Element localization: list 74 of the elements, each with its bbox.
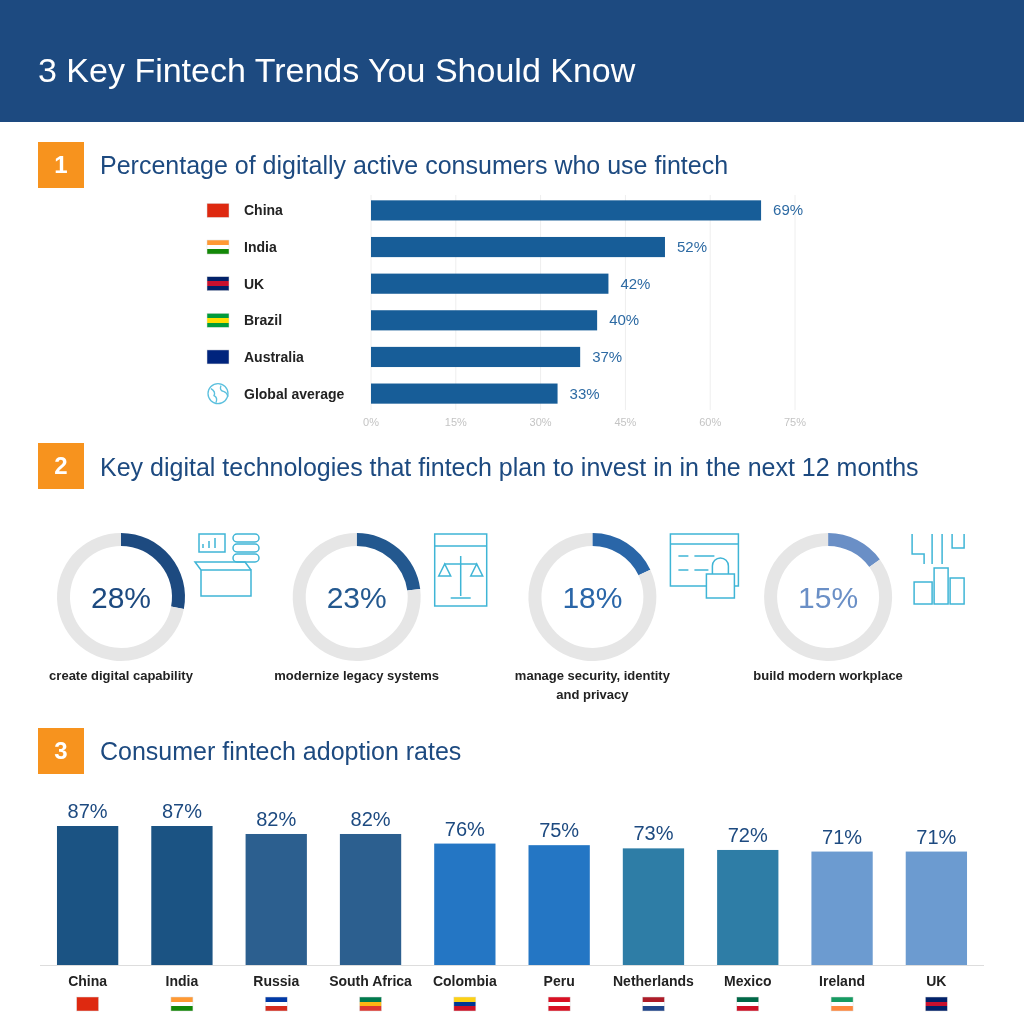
data-label: 33% [569, 384, 600, 402]
x-tick-label: UK [926, 973, 947, 989]
x-tick-label: Russia [253, 973, 300, 989]
x-tick-label: Netherlands [613, 973, 695, 989]
data-label: 76% [444, 817, 486, 840]
x-tick-label: Colombia [432, 973, 497, 989]
text: 18% [562, 581, 623, 614]
bar [622, 848, 685, 965]
x-tick-label: China [68, 973, 108, 989]
data-label: 52% [676, 238, 707, 256]
data-label: 71% [916, 825, 957, 848]
y-tick-label: UK [244, 275, 265, 292]
text: Key digital technologies that fintech plan to invest in in the next 12 months [100, 453, 919, 481]
y-tick-label: China [244, 202, 284, 219]
data-label: 69% [773, 201, 804, 219]
x-tick-label: 60% [699, 416, 722, 428]
data-label: 82% [350, 807, 391, 830]
bar [371, 383, 558, 404]
text: build modern workplace [753, 668, 903, 683]
text: manage security, identity and privacy [514, 668, 671, 702]
donut-slice [57, 533, 184, 661]
text: create digital capability [49, 668, 194, 683]
donut-slice [292, 533, 421, 661]
x-tick-label: 75% [783, 416, 807, 428]
bar [151, 826, 213, 965]
bar [371, 273, 609, 294]
text: 28% [90, 581, 152, 614]
text: 3 [54, 737, 68, 764]
y-tick-label: India [244, 239, 277, 256]
bar [434, 843, 496, 965]
donut-slice [592, 533, 651, 576]
bar [339, 833, 402, 965]
bar [528, 845, 590, 965]
text: 2 [54, 452, 68, 479]
x-tick-label: South Africa [329, 973, 413, 989]
x-tick-label: Ireland [819, 973, 866, 989]
x-tick-label: 45% [614, 416, 637, 428]
x-tick-label: 15% [444, 416, 468, 428]
donut-slice [528, 533, 657, 661]
x-tick-label: Mexico [724, 973, 772, 989]
bar [811, 851, 873, 965]
data-label: 72% [727, 823, 768, 846]
data-label: 87% [67, 800, 108, 822]
data-label: 40% [609, 311, 640, 329]
text: 1 [54, 151, 68, 178]
data-label: 75% [539, 819, 580, 842]
bar [905, 851, 968, 965]
data-label: 42% [620, 274, 651, 292]
data-label: 87% [161, 800, 203, 822]
chart-title: Consumer fintech adoption rates [100, 737, 462, 765]
bar [56, 826, 119, 965]
x-tick-label: 30% [529, 416, 552, 428]
text: modernize legacy systems [274, 668, 440, 683]
y-tick-label: Australia [244, 348, 305, 365]
data-label: 37% [592, 347, 623, 365]
y-tick-label: Brazil [244, 312, 283, 329]
bar [371, 310, 598, 331]
data-label: 73% [633, 822, 674, 845]
y-tick-label: Global average [244, 385, 345, 402]
bar [245, 833, 307, 965]
bar [371, 200, 762, 221]
text: 3 Key Fintech Trends You Should Know [38, 51, 636, 89]
bar [371, 346, 581, 368]
data-label: 82% [256, 807, 297, 830]
x-tick-label: India [165, 973, 199, 989]
donut-slice [828, 533, 880, 568]
text: 23% [326, 581, 387, 614]
data-label: 71% [822, 825, 863, 848]
bar [371, 236, 665, 258]
bar [717, 849, 779, 965]
donut-slice [764, 533, 893, 661]
text: 15% [798, 581, 859, 614]
x-tick-label: Peru [543, 973, 575, 989]
chart-title: Percentage of digitally active consumers who use fintech [100, 151, 729, 179]
